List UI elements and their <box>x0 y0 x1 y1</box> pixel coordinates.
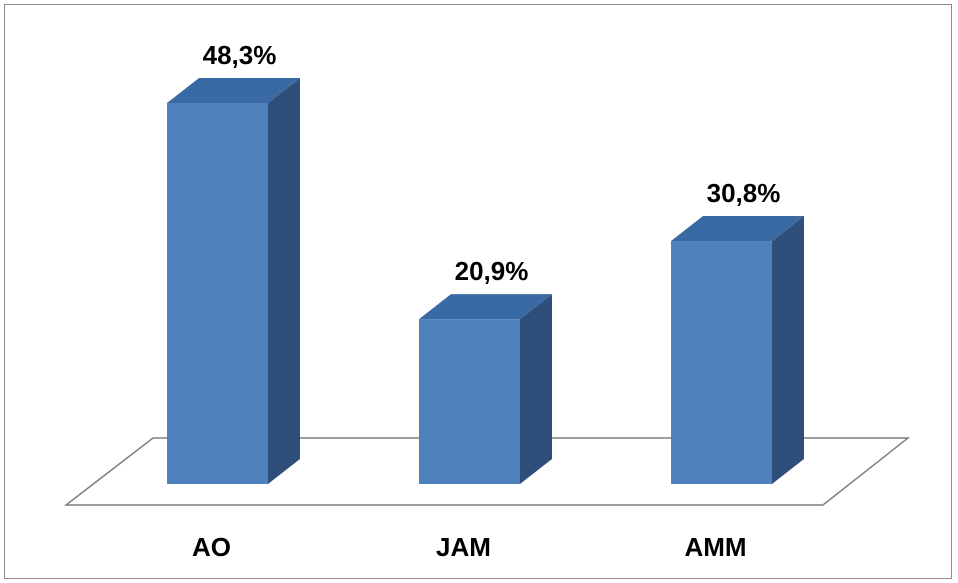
category-label-ao: AO <box>192 532 231 562</box>
data-label-ao: 48,3% <box>203 40 277 70</box>
bar-top-face <box>419 294 552 320</box>
bar-side-face <box>268 78 300 484</box>
category-label-amm: AMM <box>684 532 746 562</box>
bar-amm <box>671 216 804 485</box>
bar-top-face <box>167 78 300 103</box>
bar-ao <box>167 78 300 484</box>
bar-side-face <box>520 294 552 484</box>
category-label-jam: JAM <box>436 532 491 562</box>
bar-front-face <box>671 241 772 484</box>
data-label-amm: 30,8% <box>707 178 781 208</box>
bar-jam <box>419 294 552 484</box>
bar-front-face <box>167 103 268 484</box>
bar-top-face <box>671 216 804 242</box>
bar-side-face <box>772 216 804 485</box>
data-label-jam: 20,9% <box>455 256 529 286</box>
bar-front-face <box>419 319 520 484</box>
